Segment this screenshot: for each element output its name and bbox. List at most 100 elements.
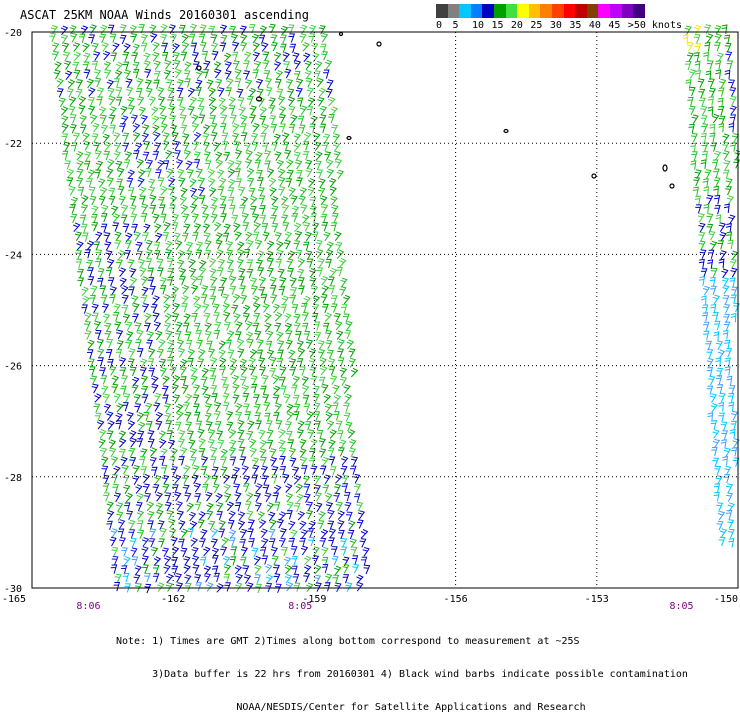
wind-barb (222, 133, 228, 142)
wind-barb (107, 178, 113, 187)
wind-barb (90, 196, 96, 205)
wind-barb (288, 521, 294, 530)
wind-barb (732, 134, 738, 143)
wind-barb (169, 205, 175, 214)
wind-barb (252, 70, 258, 79)
wind-barb (726, 232, 731, 241)
wind-barb (354, 494, 360, 503)
wind-barb (210, 376, 216, 385)
wind-barb (195, 583, 201, 592)
wind-barb (196, 421, 202, 430)
wind-barb (126, 79, 132, 88)
wind-barb (204, 475, 210, 484)
wind-barb (183, 557, 189, 566)
wind-barb (114, 79, 120, 88)
wind-barb (114, 582, 120, 591)
wind-barb (141, 295, 147, 304)
wind-barb (333, 385, 339, 394)
wind-barb (312, 223, 318, 232)
wind-barb (157, 349, 163, 358)
wind-barb (321, 530, 327, 539)
wind-barb (331, 125, 337, 134)
wind-barb (186, 341, 192, 350)
wind-barb (118, 520, 124, 529)
wind-barb (324, 583, 330, 592)
wind-barb (328, 277, 334, 286)
wind-barb (725, 348, 731, 357)
wind-barb (233, 223, 239, 232)
wind-barb (243, 484, 249, 493)
wind-barb (165, 150, 171, 159)
wind-barb (277, 350, 283, 359)
wind-barb (238, 430, 244, 439)
wind-barb (315, 61, 321, 70)
wind-barb (124, 70, 130, 79)
wind-barb (730, 96, 736, 105)
wind-barb (235, 332, 241, 341)
wind-barb (158, 97, 164, 106)
wind-barb (273, 565, 279, 574)
wind-barb (64, 61, 70, 70)
wind-barb (298, 421, 304, 430)
wind-barb (167, 357, 173, 366)
wind-barb (260, 107, 266, 116)
wind-barb (338, 530, 344, 539)
wind-barb (241, 367, 247, 376)
wind-barb (275, 233, 281, 242)
wind-barb (154, 224, 160, 233)
wind-barb (341, 278, 347, 287)
wind-barb (140, 367, 146, 376)
wind-barb (700, 106, 706, 115)
wind-barb (144, 224, 150, 233)
wind-barb (103, 394, 109, 403)
wind-barb (207, 80, 213, 89)
island (377, 42, 381, 46)
wind-barb (291, 115, 297, 124)
wind-barb (335, 321, 341, 330)
wind-barb (191, 285, 197, 294)
wind-barb (71, 143, 77, 152)
wind-barb (233, 395, 239, 404)
wind-barb (88, 35, 94, 44)
wind-barb (128, 170, 134, 179)
wind-barb (272, 467, 278, 476)
wind-barb (316, 240, 322, 249)
wind-barb (721, 431, 727, 440)
wind-barb (128, 359, 134, 368)
wind-barb (320, 538, 326, 547)
wind-barb (224, 493, 230, 502)
wind-barb (723, 170, 729, 179)
wind-barb (85, 331, 91, 340)
wind-barb (208, 349, 214, 358)
wind-barb (215, 322, 221, 331)
wind-barb (226, 411, 232, 420)
wind-barb (129, 530, 135, 539)
wind-barb (160, 368, 166, 377)
wind-barb (132, 385, 138, 394)
wind-barb (316, 249, 322, 258)
wind-barb (142, 133, 148, 142)
wind-barb (228, 160, 234, 169)
wind-barb (135, 143, 141, 152)
wind-barb (193, 385, 199, 394)
wind-barb (280, 35, 286, 44)
wind-barb (245, 159, 251, 168)
note-line-1: Note: 1) Times are GMT 2)Times along bot… (116, 636, 688, 647)
wind-barb (159, 339, 165, 348)
wind-barb (142, 304, 148, 313)
wind-barb (297, 269, 303, 278)
wind-barb (297, 98, 303, 107)
wind-barb (180, 125, 186, 134)
wind-barb (154, 322, 160, 331)
y-tick-label: -22 (4, 139, 22, 150)
wind-barb (235, 161, 241, 170)
wind-barb (264, 151, 270, 160)
wind-barb (95, 259, 101, 268)
wind-barb (344, 493, 350, 502)
wind-barb (308, 98, 314, 107)
wind-barb (288, 350, 294, 359)
wind-barb (716, 215, 721, 224)
wind-barb (329, 529, 335, 538)
wind-barb (213, 313, 219, 322)
wind-barb (137, 349, 143, 358)
